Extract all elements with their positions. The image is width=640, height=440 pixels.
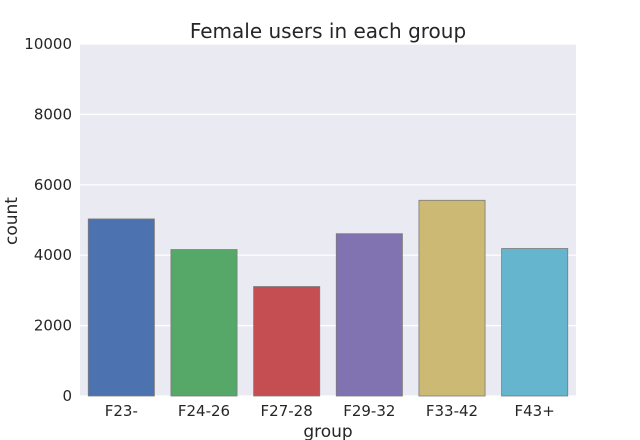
y-tick-label: 10000 (24, 35, 72, 53)
bar-f29-32 (335, 233, 403, 397)
x-axis-label: group (303, 422, 352, 440)
x-tick-labels: F23- F24-26 F27-28 F29-32 F33-42 F43+ (105, 402, 555, 420)
x-tick-label: F23- (105, 402, 138, 420)
x-tick-label: F27-28 (261, 402, 313, 420)
y-tick-label: 6000 (34, 176, 72, 194)
x-tick-label: F24-26 (178, 402, 230, 420)
y-tick-label: 4000 (34, 246, 72, 264)
y-tick-label: 0 (62, 387, 72, 405)
plot-area (80, 44, 576, 396)
y-axis-label: count (2, 197, 22, 245)
bar-f27-28 (253, 286, 321, 397)
bars (87, 199, 569, 397)
y-tick-labels: 0 2000 4000 6000 8000 10000 (24, 35, 72, 405)
bar-f24-26 (170, 249, 238, 397)
y-tick-label: 8000 (34, 105, 72, 123)
bar-f23- (87, 218, 155, 397)
chart-title: Female users in each group (190, 19, 466, 43)
gridlines (80, 43, 576, 397)
y-tick-label: 2000 (34, 317, 72, 335)
bar-f33-42 (418, 199, 486, 397)
x-tick-label: F43+ (515, 402, 555, 420)
x-tick-label: F29-32 (343, 402, 395, 420)
bar-f43- (501, 248, 569, 397)
x-tick-label: F33-42 (426, 402, 478, 420)
